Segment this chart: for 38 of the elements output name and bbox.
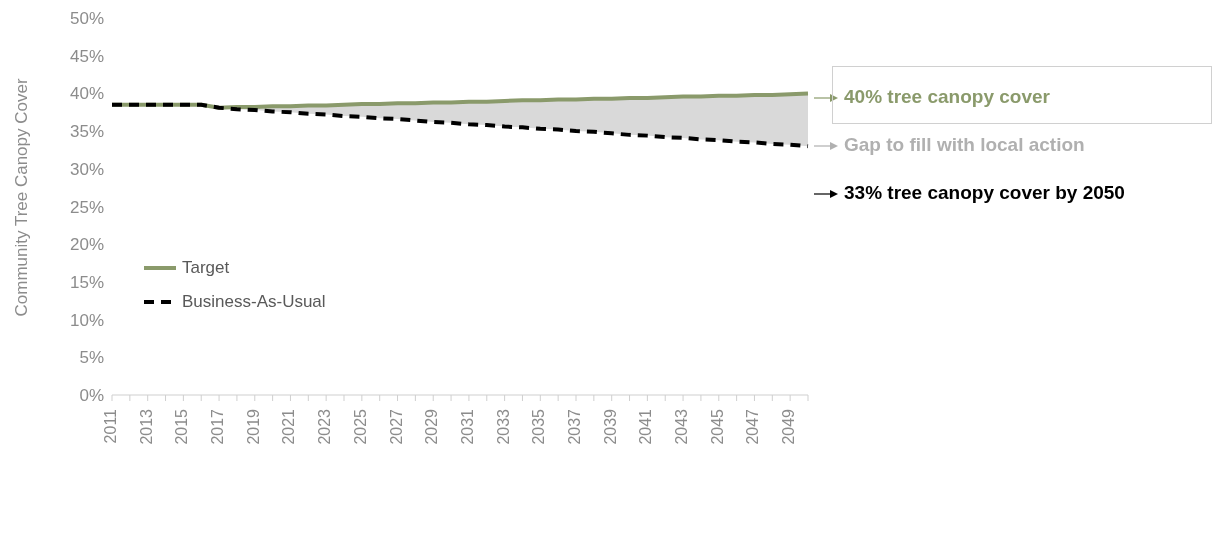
x-tick-label: 2017: [209, 408, 227, 445]
legend-label: Business-As-Usual: [182, 292, 326, 312]
y-tick-label: 15%: [69, 272, 104, 292]
text: 33% tree canopy cover by 2050: [844, 182, 1125, 204]
y-tick-label: 20%: [69, 235, 104, 255]
x-tick-label: 2031: [458, 408, 476, 445]
y-tick-label: 40%: [69, 84, 104, 104]
x-tick-label: 2039: [601, 408, 619, 445]
legend-label: Target: [182, 258, 230, 278]
line-series: [110, 102, 810, 149]
x-tick-label: 2033: [494, 408, 512, 445]
x-tick-label: 2013: [137, 408, 155, 445]
x-tick-label: 2047: [744, 408, 762, 445]
y-tick-label: 10%: [69, 310, 104, 330]
x-tick-label: 2019: [244, 408, 262, 445]
x-tick-label: 2015: [173, 408, 191, 445]
y-tick-label: 5%: [79, 348, 104, 368]
x-tick-label: 2029: [423, 408, 441, 445]
x-tick-label: 2011: [102, 408, 119, 444]
x-tick-label: 2023: [316, 408, 334, 445]
x-tick-label: 2049: [780, 408, 798, 445]
y-tick-label: 35%: [69, 122, 104, 142]
y-axis-title: Community Tree Canopy Cover: [12, 78, 32, 317]
x-tick-label: 2041: [637, 408, 655, 445]
x-tick-label: 2037: [566, 408, 583, 445]
x-tick-label: 2035: [530, 408, 548, 445]
x-tick-label: 2021: [280, 408, 298, 445]
x-tick-label: 2045: [708, 408, 726, 445]
y-tick-label: 30%: [69, 159, 104, 179]
x-tick-label: 2043: [673, 408, 691, 445]
y-tick-label: 45%: [69, 46, 104, 66]
text: Gap to fill with local action: [844, 134, 1085, 156]
x-tick-label: 2025: [351, 408, 369, 445]
y-tick-label: 25%: [69, 197, 104, 217]
y-tick-label: 50%: [69, 9, 104, 29]
x-tick-label: 2027: [387, 408, 405, 445]
y-tick-label: 0%: [79, 386, 104, 406]
text: 40% tree canopy cover: [844, 86, 1050, 108]
